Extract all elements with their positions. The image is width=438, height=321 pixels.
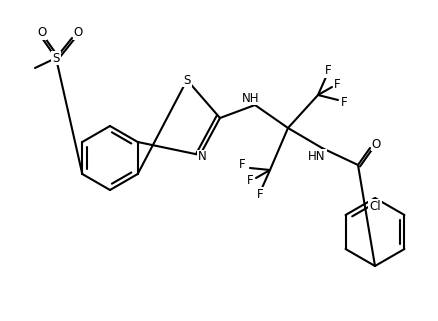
Text: HN: HN [307,150,325,162]
Text: F: F [324,65,331,77]
Text: F: F [340,96,346,108]
Text: N: N [197,151,206,163]
Text: S: S [52,51,60,65]
Text: F: F [333,79,339,91]
Text: Cl: Cl [368,199,380,213]
Text: F: F [256,187,263,201]
Text: S: S [183,74,190,86]
Text: O: O [73,27,82,39]
Text: NH: NH [242,91,259,105]
Text: O: O [37,27,46,39]
Text: F: F [238,159,245,171]
Text: O: O [371,137,380,151]
Text: F: F [246,175,253,187]
